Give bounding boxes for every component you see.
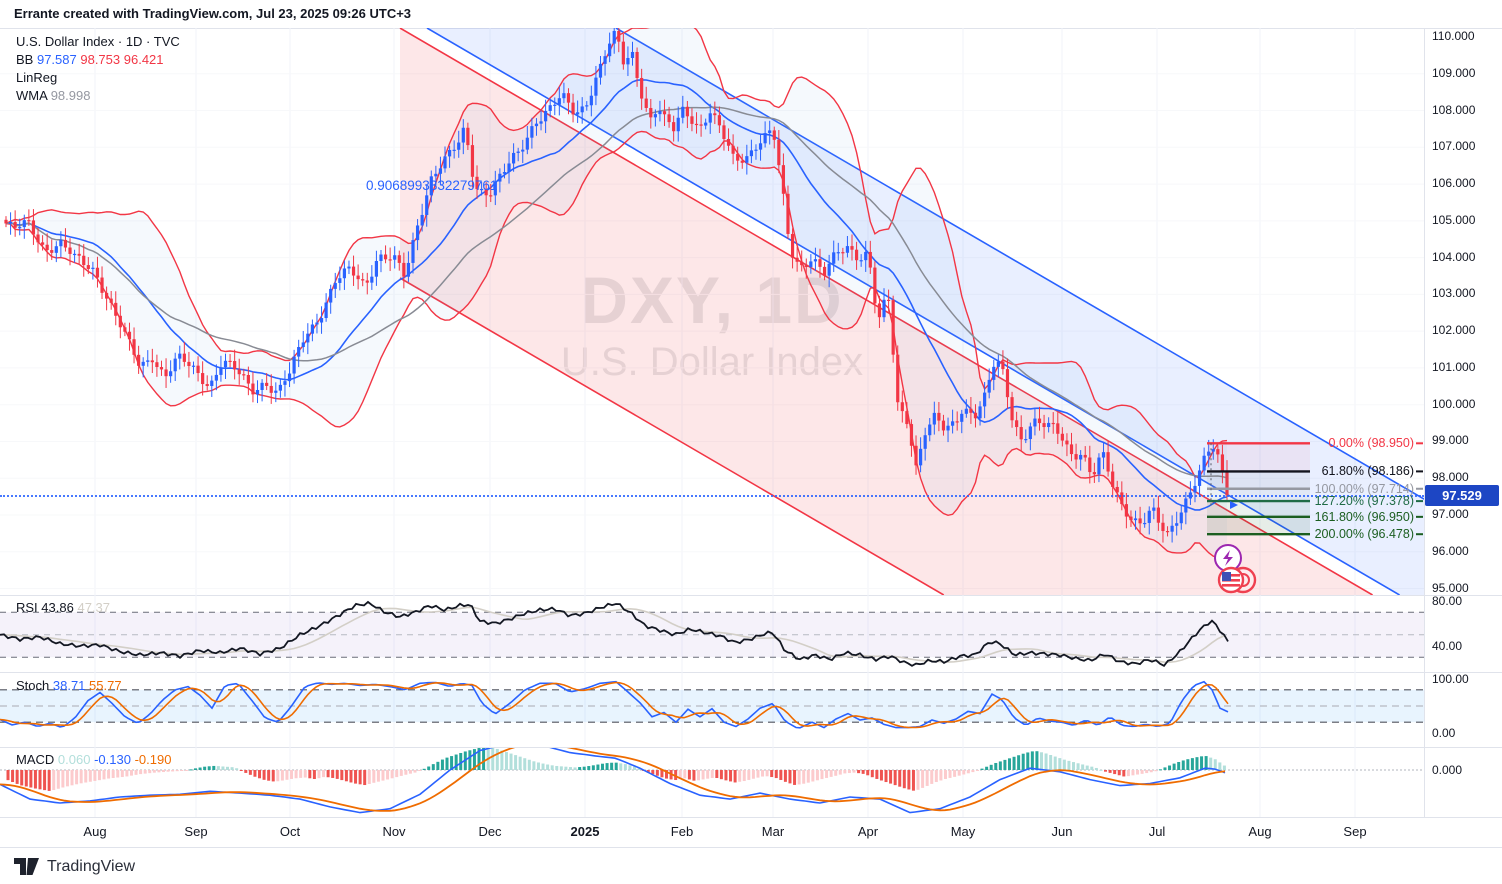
price-axis-label: 107.000 xyxy=(1432,139,1476,154)
main-plot xyxy=(5,28,1228,558)
fib-level-label: 61.80% (98.186) xyxy=(1321,464,1414,479)
us-economic-event-icon xyxy=(1217,566,1257,594)
time-axis-label: Aug xyxy=(1248,824,1272,839)
price-axis-label: 103.000 xyxy=(1432,286,1476,301)
tradingview-logo-icon xyxy=(14,858,39,875)
time-axis-label: Feb xyxy=(670,824,694,839)
price-axis-label: 101.000 xyxy=(1432,359,1476,374)
legend-bb-row[interactable]: BB 97.587 98.753 96.421 xyxy=(16,51,180,68)
price-axis-label: 102.000 xyxy=(1432,323,1476,338)
bb-upper-value: 98.753 xyxy=(80,52,121,67)
rsi-legend[interactable]: RSI 43.86 47.37 xyxy=(16,600,110,615)
time-axis-label: Mar xyxy=(761,824,785,839)
fib-level-label: 161.80% (96.950) xyxy=(1314,509,1414,524)
stoch-legend[interactable]: Stoch 38.71 55.77 xyxy=(16,678,122,693)
rsi-label: RSI xyxy=(16,600,38,615)
time-axis-label: Jul xyxy=(1148,824,1166,839)
time-axis-border xyxy=(0,817,1502,818)
fib-level-label: 127.20% (97.378) xyxy=(1314,494,1414,509)
tradingview-logo-text: TradingView xyxy=(47,858,136,875)
stoch-d-value: 55.77 xyxy=(89,678,122,693)
fib-level-label: 0.00% (98.950) xyxy=(1328,436,1414,451)
price-axis-label: 109.000 xyxy=(1432,65,1476,80)
price-axis-label: 99.000 xyxy=(1432,433,1469,448)
rsi-value: 43.86 xyxy=(41,600,74,615)
header-attribution: Errante created with TradingView.com, Ju… xyxy=(14,6,412,21)
widget-bottom-border xyxy=(0,847,1502,848)
price-axis-label: 96.000 xyxy=(1432,543,1469,558)
stoch-pane xyxy=(0,680,1424,729)
symbol-title: U.S. Dollar Index · 1D · TVC xyxy=(16,34,180,49)
current-price-tag: 97.529 xyxy=(1425,485,1499,506)
bb-basis-value: 97.587 xyxy=(36,52,77,67)
legend-symbol-row[interactable]: U.S. Dollar Index · 1D · TVC xyxy=(16,33,180,50)
grid xyxy=(0,28,1424,817)
trendline-value-label[interactable]: 0.9068993332279761 xyxy=(366,178,498,193)
indicator-axis-label: 0.000 xyxy=(1432,763,1463,777)
price-axis-label: 104.000 xyxy=(1432,249,1476,264)
indicator-axis-label: 80.00 xyxy=(1432,594,1463,608)
legend-wma-row[interactable]: WMA 98.998 xyxy=(16,87,180,104)
rsi-ma-value: 47.37 xyxy=(77,600,111,615)
time-axis-label: Sep xyxy=(1343,824,1367,839)
fib-level-label: 100.00% (97.714) xyxy=(1314,481,1414,496)
price-axis-label: 97.000 xyxy=(1432,507,1469,521)
time-axis-label: 2025 xyxy=(570,824,600,839)
pane-separator-macd[interactable] xyxy=(0,747,1502,748)
current-price-line xyxy=(0,495,1424,497)
indicator-axis-label: 40.00 xyxy=(1432,639,1463,653)
linreg-channels xyxy=(399,28,1424,595)
fib-level-label: 200.00% (96.478) xyxy=(1314,527,1414,542)
price-axis-label: 105.000 xyxy=(1432,212,1476,227)
price-axis-label: 100.000 xyxy=(1432,396,1476,411)
time-axis-label: Jun xyxy=(1051,824,1073,839)
macd-pane xyxy=(0,748,1424,814)
legend-linreg-row[interactable]: LinReg xyxy=(16,69,180,86)
price-axis-label: 95.000 xyxy=(1432,580,1469,595)
price-axis-border xyxy=(1424,28,1425,817)
macd-hist-value: 0.060 xyxy=(57,752,91,767)
candles xyxy=(4,28,1229,543)
time-axis-label: Sep xyxy=(184,824,208,839)
time-axis-label: Oct xyxy=(279,824,301,839)
price-axis-label: 98.000 xyxy=(1432,470,1469,485)
time-axis-label: Aug xyxy=(83,824,107,839)
tradingview-logo[interactable]: TradingView xyxy=(14,856,135,878)
stoch-k-value: 38.71 xyxy=(52,678,86,693)
price-axis-label: 108.000 xyxy=(1432,102,1476,117)
linreg-label: LinReg xyxy=(16,70,58,85)
price-axis-label: 106.000 xyxy=(1432,176,1476,191)
indicator-axis-label: 0.00 xyxy=(1432,726,1456,740)
wma-label: WMA xyxy=(16,88,48,103)
time-axis-label: Dec xyxy=(478,824,502,839)
time-axis-label: Nov xyxy=(382,824,406,839)
fib-retracement xyxy=(1207,442,1423,536)
time-axis-label: Apr xyxy=(857,824,879,839)
pane-separator-rsi[interactable] xyxy=(0,595,1502,596)
bb-lower-value: 96.421 xyxy=(123,52,164,67)
stoch-label: Stoch xyxy=(16,678,50,693)
legend: U.S. Dollar Index · 1D · TVC BB 97.587 9… xyxy=(16,33,180,105)
price-axis-label: 110.000 xyxy=(1432,29,1475,43)
bb-label: BB xyxy=(16,52,34,67)
wma-value: 98.998 xyxy=(50,88,91,103)
event-icons[interactable] xyxy=(1214,544,1257,594)
macd-legend[interactable]: MACD 0.060 -0.130 -0.190 xyxy=(16,752,171,767)
time-axis-label: May xyxy=(950,824,976,839)
macd-line-value: -0.130 xyxy=(94,752,131,767)
chart-top-border xyxy=(0,28,1502,29)
indicator-axis-label: 100.00 xyxy=(1432,672,1469,686)
pane-separator-stoch[interactable] xyxy=(0,672,1502,673)
macd-label: MACD xyxy=(16,752,55,767)
rsi-pane xyxy=(0,600,1424,667)
macd-signal-value: -0.190 xyxy=(134,752,172,767)
